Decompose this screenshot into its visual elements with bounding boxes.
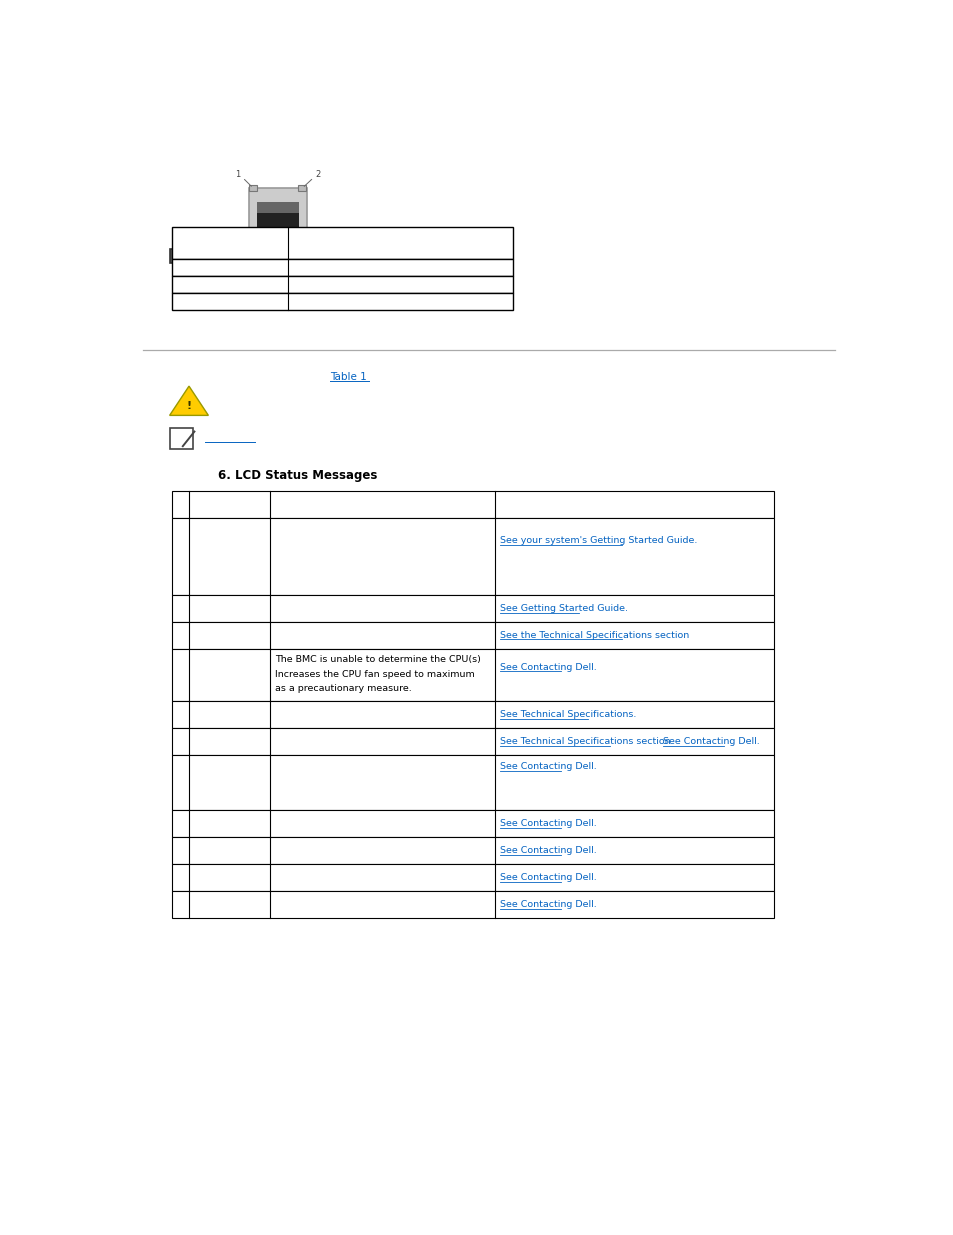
Bar bbox=[172, 648, 773, 701]
Bar bbox=[172, 621, 773, 648]
Bar bbox=[172, 227, 513, 259]
Text: See Contacting Dell.: See Contacting Dell. bbox=[499, 900, 596, 909]
Text: See Contacting Dell.: See Contacting Dell. bbox=[499, 663, 596, 672]
Bar bbox=[263, 235, 266, 242]
Bar bbox=[170, 427, 193, 448]
Bar bbox=[172, 517, 773, 595]
Bar bbox=[298, 185, 306, 191]
Text: See Contacting Dell.: See Contacting Dell. bbox=[499, 873, 596, 882]
Bar bbox=[172, 701, 773, 727]
Text: See Contacting Dell.: See Contacting Dell. bbox=[499, 762, 596, 771]
Text: 2: 2 bbox=[315, 170, 321, 179]
Text: See Technical Specifications.: See Technical Specifications. bbox=[499, 710, 636, 719]
Text: as a precautionary measure.: as a precautionary measure. bbox=[274, 684, 412, 693]
Text: See Getting Started Guide.: See Getting Started Guide. bbox=[499, 604, 627, 613]
Text: 6. LCD Status Messages: 6. LCD Status Messages bbox=[218, 469, 377, 482]
Bar bbox=[282, 235, 286, 242]
Text: 1: 1 bbox=[235, 170, 240, 179]
Bar bbox=[185, 249, 270, 263]
Bar bbox=[170, 249, 183, 263]
Bar bbox=[172, 259, 513, 275]
Bar bbox=[268, 235, 271, 242]
Bar bbox=[257, 235, 261, 242]
Text: Increases the CPU fan speed to maximum: Increases the CPU fan speed to maximum bbox=[274, 671, 475, 679]
Bar bbox=[273, 235, 275, 242]
Bar bbox=[287, 235, 291, 242]
Bar bbox=[172, 727, 773, 755]
Text: See Technical Specifications section: See Technical Specifications section bbox=[499, 737, 670, 746]
Bar bbox=[172, 293, 513, 310]
Bar bbox=[292, 235, 295, 242]
FancyBboxPatch shape bbox=[257, 203, 298, 212]
FancyBboxPatch shape bbox=[249, 188, 307, 248]
Bar bbox=[277, 235, 281, 242]
FancyBboxPatch shape bbox=[257, 203, 298, 240]
Bar bbox=[172, 490, 773, 517]
Bar bbox=[172, 755, 773, 810]
Text: See the Technical Specifications section: See the Technical Specifications section bbox=[499, 631, 688, 640]
Text: !: ! bbox=[186, 401, 192, 411]
Bar bbox=[172, 864, 773, 892]
Text: See your system's Getting Started Guide.: See your system's Getting Started Guide. bbox=[499, 536, 697, 546]
Text: See Contacting Dell.: See Contacting Dell. bbox=[499, 819, 596, 829]
Text: See Contacting Dell.: See Contacting Dell. bbox=[499, 846, 596, 856]
Bar bbox=[172, 275, 513, 293]
Text: See Contacting Dell.: See Contacting Dell. bbox=[661, 737, 759, 746]
Text: Table 1: Table 1 bbox=[330, 372, 373, 382]
Bar bbox=[172, 837, 773, 864]
Polygon shape bbox=[170, 387, 208, 415]
Text: The BMC is unable to determine the CPU(s): The BMC is unable to determine the CPU(s… bbox=[274, 655, 480, 664]
Bar bbox=[172, 892, 773, 918]
Bar bbox=[249, 185, 257, 191]
Bar bbox=[172, 595, 773, 621]
Bar bbox=[172, 810, 773, 837]
